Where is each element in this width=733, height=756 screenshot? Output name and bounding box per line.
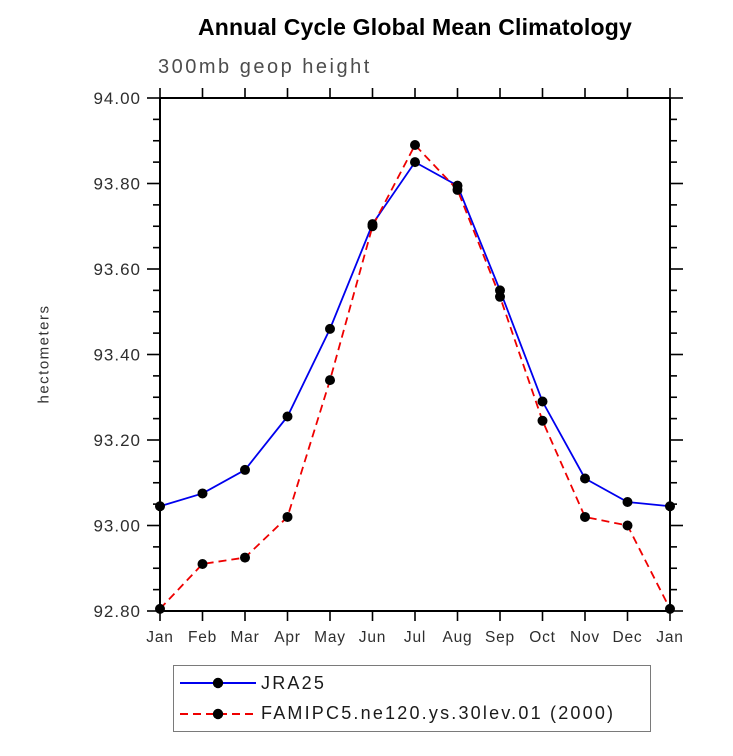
x-tick-label: Apr (274, 629, 301, 646)
x-tick-label: Oct (529, 629, 556, 646)
series-markers (155, 140, 675, 614)
x-tick-label: Jun (359, 629, 386, 646)
x-tick-label: Jan (656, 629, 683, 646)
x-axis-ticks: Jan Feb Mar Apr May Jun Jul Aug Sep Oct Nov Dec Jan (146, 88, 683, 646)
x-tick-label: May (314, 629, 346, 646)
legend-item-famipc5: FAMIPC5.ne120.ys.30lev.01 (2000) (178, 701, 650, 727)
x-tick-label: Jul (404, 629, 426, 646)
y-tick-label: 92.80 (93, 602, 141, 621)
y-tick-label: 93.60 (93, 260, 141, 279)
y-axis-ticks: 92.80 93.00 93.20 93.40 93.60 93.80 94.00 (93, 89, 683, 621)
y-tick-label: 93.20 (93, 431, 141, 450)
chart-subtitle: 300mb geop height (158, 56, 372, 78)
series-famipc5 (159, 143, 671, 610)
x-tick-label: Nov (570, 629, 600, 646)
y-tick-label: 93.80 (93, 175, 141, 194)
legend-line-solid-icon (180, 678, 256, 689)
x-tick-label: Feb (188, 629, 217, 646)
series-markers (155, 157, 675, 512)
x-tick-label: Aug (443, 629, 473, 646)
y-tick-label: 93.00 (93, 517, 141, 536)
x-tick-label: Mar (230, 629, 259, 646)
legend-line-dashed-icon (180, 708, 256, 719)
y-tick-label: 94.00 (93, 89, 141, 108)
x-tick-label: Dec (613, 629, 643, 646)
y-tick-label: 93.40 (93, 346, 141, 365)
legend-item-jra25: JRA25 (178, 670, 650, 696)
legend-label: FAMIPC5.ne120.ys.30lev.01 (2000) (261, 703, 616, 724)
legend-label: JRA25 (261, 672, 327, 693)
axis-frame (159, 97, 671, 612)
series-jra25 (159, 160, 671, 508)
chart-title: Annual Cycle Global Mean Climatology (197, 14, 633, 40)
x-tick-label: Sep (485, 629, 515, 646)
legend-box: JRA25 FAMIPC5.ne120.ys.30lev.01 (2000) (173, 665, 651, 732)
x-tick-label: Jan (146, 629, 173, 646)
